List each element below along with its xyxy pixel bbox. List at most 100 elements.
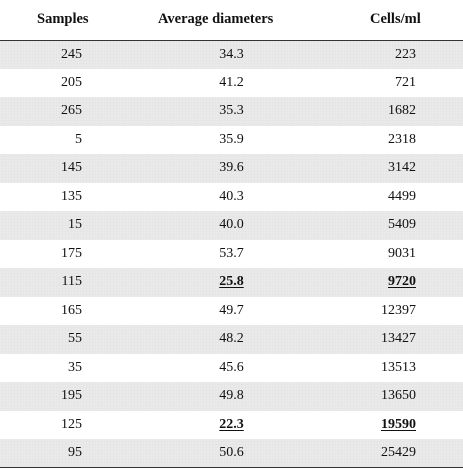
cell-average-diameter-value: 25.8 — [219, 274, 244, 290]
cell-cells-per-ml: 5409 — [305, 211, 463, 240]
table-row: 175 53.7 9031 — [0, 240, 463, 269]
cell-cells-per-ml-value: 5409 — [388, 217, 416, 233]
cell-cells-per-ml: 3142 — [305, 154, 463, 183]
cell-cells-per-ml-value: 4499 — [388, 188, 416, 204]
cell-sample-value: 245 — [61, 46, 82, 62]
cell-cells-per-ml: 1682 — [305, 97, 463, 126]
cell-sample-value: 175 — [61, 245, 82, 261]
cell-cells-per-ml-value: 2318 — [388, 131, 416, 147]
cell-average-diameter-value: 49.8 — [219, 388, 244, 404]
cell-cells-per-ml: 12397 — [305, 297, 463, 326]
cell-average-diameter: 48.2 — [150, 325, 305, 354]
cell-cells-per-ml: 19590 — [305, 411, 463, 440]
cell-average-diameter: 49.7 — [150, 297, 305, 326]
cell-cells-per-ml-value: 13513 — [381, 359, 416, 375]
cell-cells-per-ml-value: 12397 — [381, 302, 416, 318]
cell-cells-per-ml: 13427 — [305, 325, 463, 354]
cell-sample: 195 — [0, 382, 150, 411]
cell-sample-value: 145 — [61, 160, 82, 176]
header-cells-per-ml: Cells/ml — [305, 0, 463, 41]
cell-average-diameter: 40.0 — [150, 211, 305, 240]
cell-sample-value: 35 — [68, 359, 82, 375]
cell-average-diameter-value: 34.3 — [219, 46, 244, 62]
cell-sample: 165 — [0, 297, 150, 326]
cell-average-diameter: 41.2 — [150, 69, 305, 98]
cell-cells-per-ml-value: 13427 — [381, 331, 416, 347]
cell-cells-per-ml-value: 13650 — [381, 388, 416, 404]
cell-cells-per-ml-value: 3142 — [388, 160, 416, 176]
cell-average-diameter: 25.8 — [150, 268, 305, 297]
cell-cells-per-ml-value: 223 — [395, 46, 416, 62]
cell-average-diameter-value: 41.2 — [219, 74, 244, 90]
header-samples: Samples — [0, 0, 150, 41]
table-row: 115 25.8 9720 — [0, 268, 463, 297]
cell-sample: 125 — [0, 411, 150, 440]
cell-cells-per-ml-value: 1682 — [388, 103, 416, 119]
cell-average-diameter: 39.6 — [150, 154, 305, 183]
cell-average-diameter: 35.9 — [150, 126, 305, 155]
cell-average-diameter: 22.3 — [150, 411, 305, 440]
table-row: 265 35.3 1682 — [0, 97, 463, 126]
cell-sample: 15 — [0, 211, 150, 240]
table-row: 135 40.3 4499 — [0, 183, 463, 212]
cell-sample-value: 95 — [68, 445, 82, 460]
cell-average-diameter-value: 35.9 — [219, 131, 244, 147]
cell-average-diameter: 40.3 — [150, 183, 305, 212]
cell-sample: 205 — [0, 69, 150, 98]
cell-average-diameter-value: 39.6 — [219, 160, 244, 176]
cell-average-diameter: 49.8 — [150, 382, 305, 411]
header-average-diameters: Average diameters — [150, 0, 305, 41]
cell-cells-per-ml: 2318 — [305, 126, 463, 155]
cell-sample: 115 — [0, 268, 150, 297]
table-row: 195 49.8 13650 — [0, 382, 463, 411]
cell-average-diameter: 53.7 — [150, 240, 305, 269]
cell-sample-value: 125 — [61, 416, 82, 432]
cell-cells-per-ml: 9031 — [305, 240, 463, 269]
cell-sample: 265 — [0, 97, 150, 126]
cell-sample-value: 135 — [61, 188, 82, 204]
cell-cells-per-ml-value: 9720 — [388, 274, 416, 290]
cell-sample-value: 205 — [61, 74, 82, 90]
table-row: 125 22.3 19590 — [0, 411, 463, 440]
table-row: 145 39.6 3142 — [0, 154, 463, 183]
cell-sample: 5 — [0, 126, 150, 155]
cell-average-diameter-value: 50.6 — [219, 445, 244, 460]
cell-cells-per-ml: 223 — [305, 40, 463, 69]
table-row: 165 49.7 12397 — [0, 297, 463, 326]
cell-sample-value: 5 — [75, 131, 82, 147]
table-row: 35 45.6 13513 — [0, 354, 463, 383]
cell-sample-value: 195 — [61, 388, 82, 404]
cell-average-diameter-value: 49.7 — [219, 302, 244, 318]
cell-sample-value: 15 — [68, 217, 82, 233]
cell-sample: 145 — [0, 154, 150, 183]
table-header-row: Samples Average diameters Cells/ml — [0, 0, 463, 41]
table-row: 15 40.0 5409 — [0, 211, 463, 240]
cell-cells-per-ml-value: 25429 — [381, 445, 416, 460]
cell-average-diameter-value: 40.3 — [219, 188, 244, 204]
cell-average-diameter: 34.3 — [150, 40, 305, 69]
table-row: 5 35.9 2318 — [0, 126, 463, 155]
cell-average-diameter-value: 35.3 — [219, 103, 244, 119]
cell-cells-per-ml: 4499 — [305, 183, 463, 212]
table-row: 95 50.6 25429 — [0, 439, 463, 468]
cell-average-diameter-value: 48.2 — [219, 331, 244, 347]
cell-sample-value: 115 — [61, 274, 82, 290]
cell-sample: 175 — [0, 240, 150, 269]
cell-sample: 55 — [0, 325, 150, 354]
cell-cells-per-ml-value: 9031 — [388, 245, 416, 261]
cell-sample-value: 165 — [61, 302, 82, 318]
cell-cells-per-ml: 13513 — [305, 354, 463, 383]
cell-average-diameter-value: 40.0 — [219, 217, 244, 233]
cell-average-diameter: 50.6 — [150, 439, 305, 468]
cell-cells-per-ml: 9720 — [305, 268, 463, 297]
table-body: 245 34.3 223 205 41.2 721 265 35.3 1682 5 35.9 2318… — [0, 40, 463, 468]
cell-sample: 95 — [0, 439, 150, 468]
cell-cells-per-ml-value: 19590 — [381, 416, 416, 432]
cell-cells-per-ml: 13650 — [305, 382, 463, 411]
cell-sample: 135 — [0, 183, 150, 212]
table-row: 205 41.2 721 — [0, 69, 463, 98]
cell-average-diameter: 35.3 — [150, 97, 305, 126]
cell-sample-value: 265 — [61, 103, 82, 119]
cell-average-diameter: 45.6 — [150, 354, 305, 383]
